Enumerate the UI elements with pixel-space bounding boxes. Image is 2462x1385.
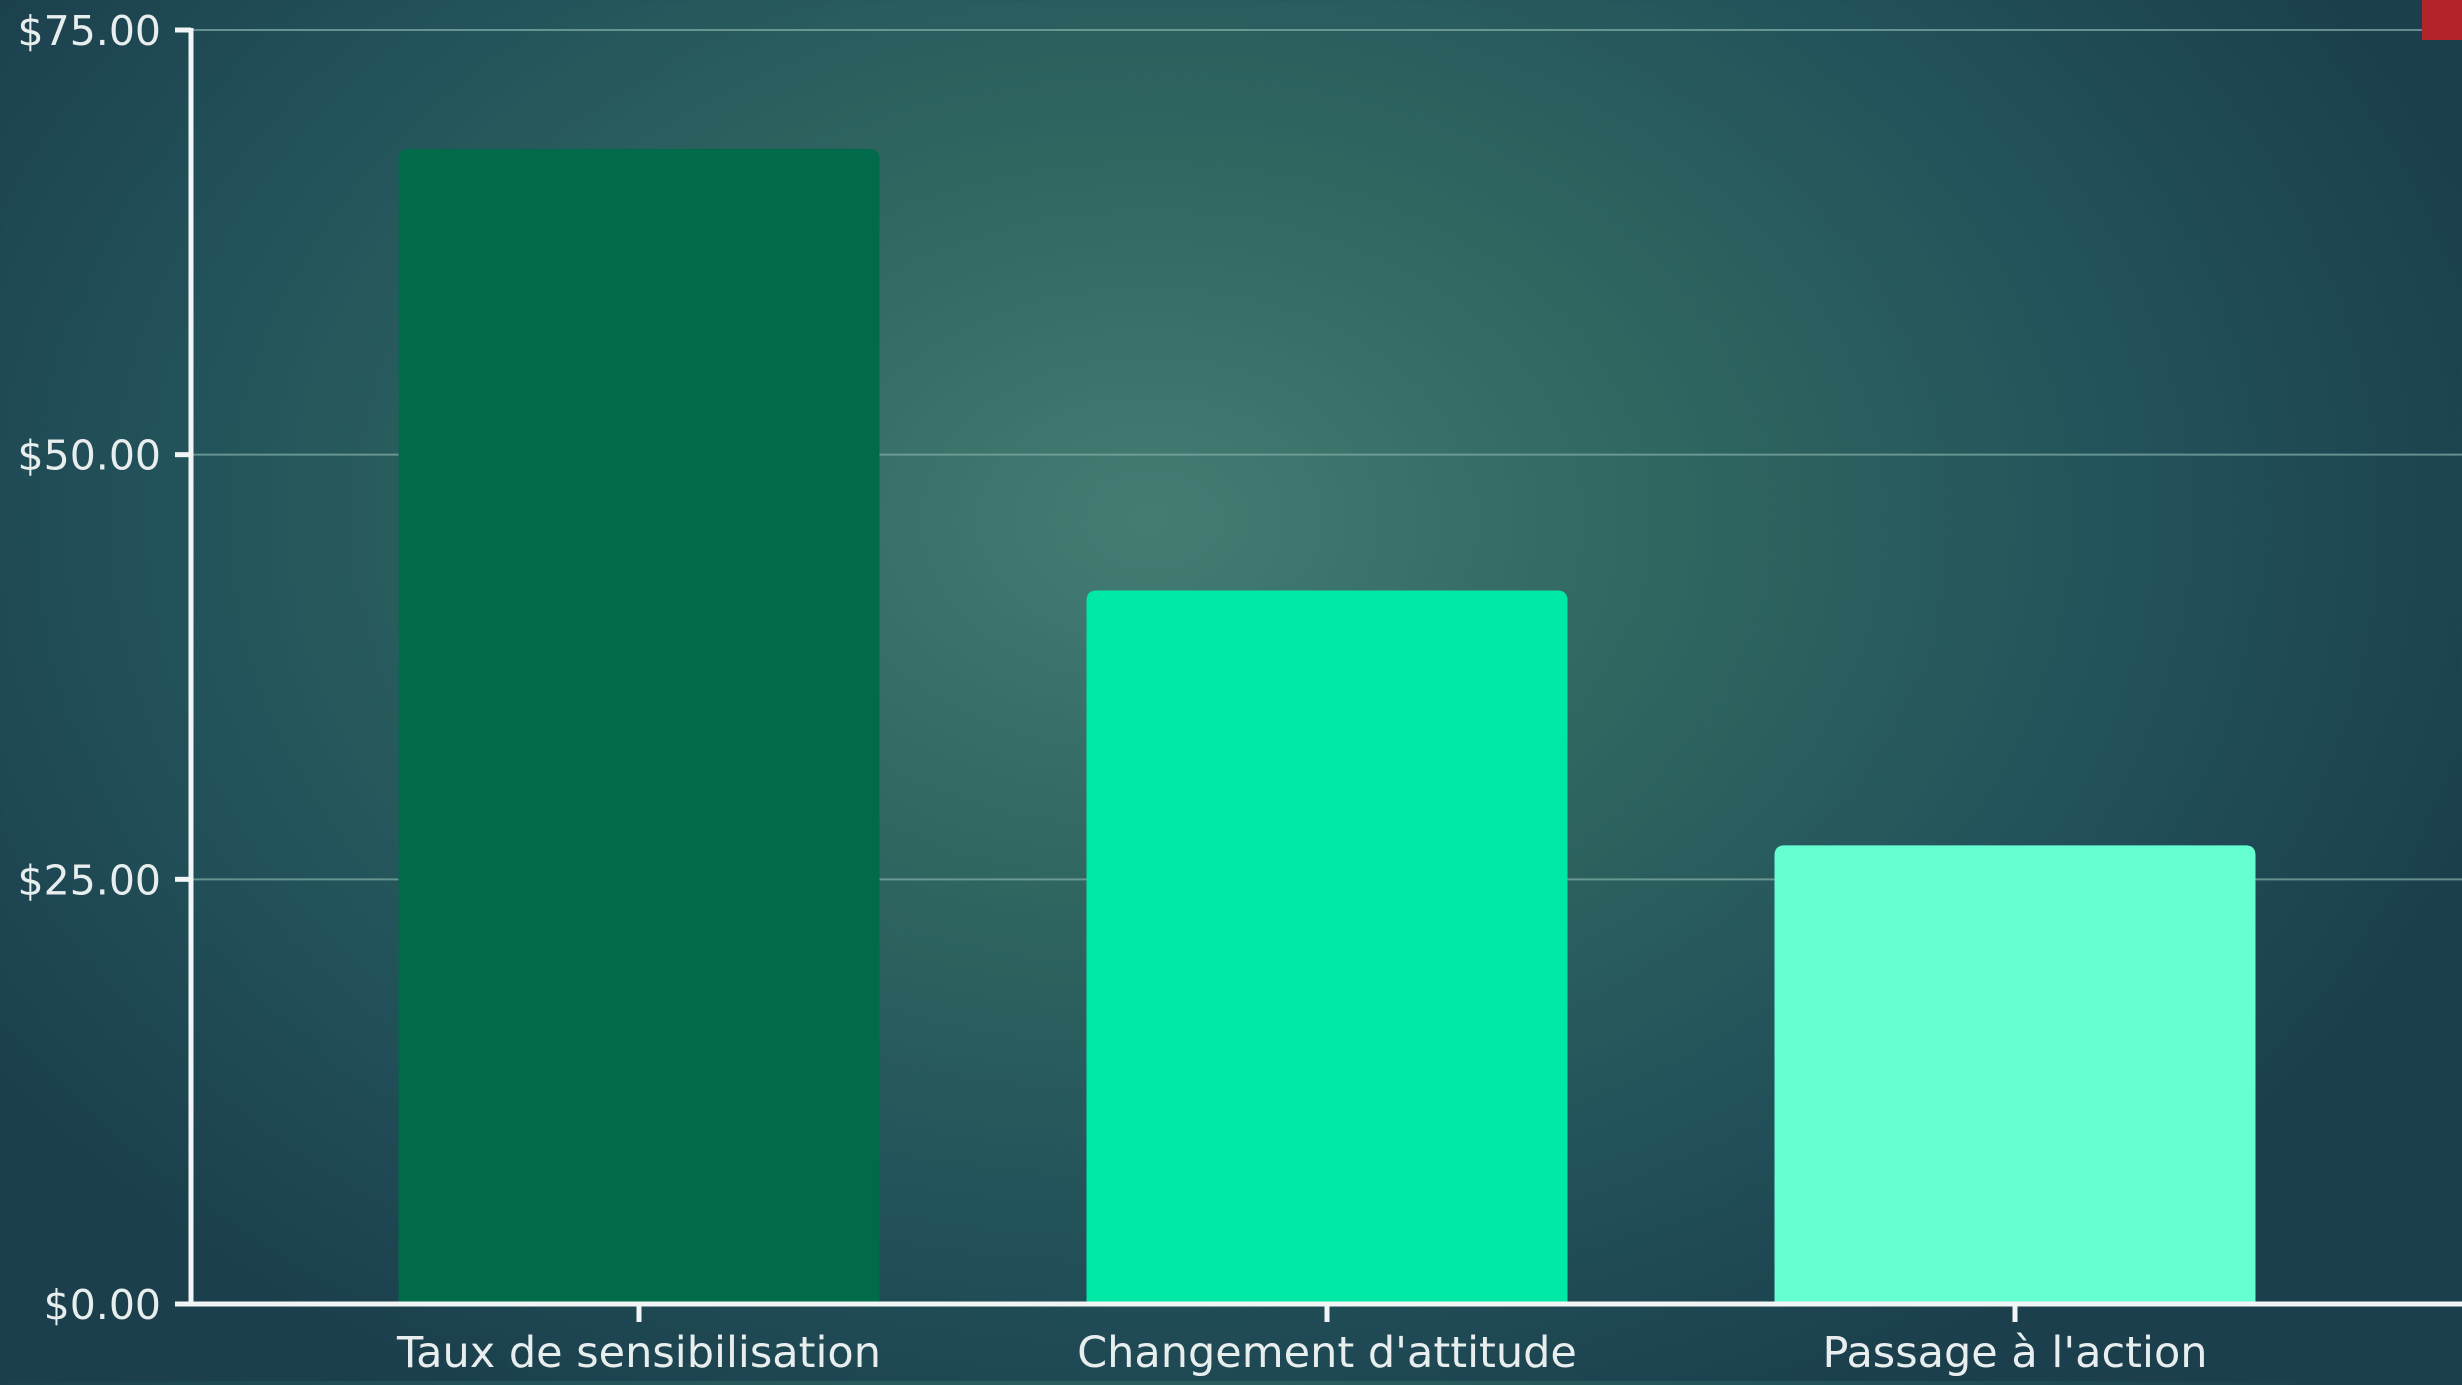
corner-marker bbox=[2422, 0, 2462, 40]
x-tick-label: Changement d'attitude bbox=[1077, 1328, 1577, 1378]
axes bbox=[175, 27, 2462, 1322]
y-tick-label: $25.00 bbox=[18, 856, 161, 904]
bars bbox=[398, 148, 2256, 1305]
tick-labels: $0.00 $25.00 $50.00 $75.00 Taux de sensibili… bbox=[18, 7, 2208, 1378]
bar bbox=[1774, 845, 2256, 1304]
bar bbox=[398, 148, 880, 1305]
y-tick-label: $0.00 bbox=[44, 1281, 161, 1329]
x-tick-label: Taux de sensibilisation bbox=[396, 1328, 881, 1378]
x-tick-label: Passage à l'action bbox=[1822, 1328, 2207, 1378]
y-tick-label: $50.00 bbox=[18, 432, 161, 480]
y-tick-label: $75.00 bbox=[18, 7, 161, 55]
bar bbox=[1086, 590, 1568, 1304]
